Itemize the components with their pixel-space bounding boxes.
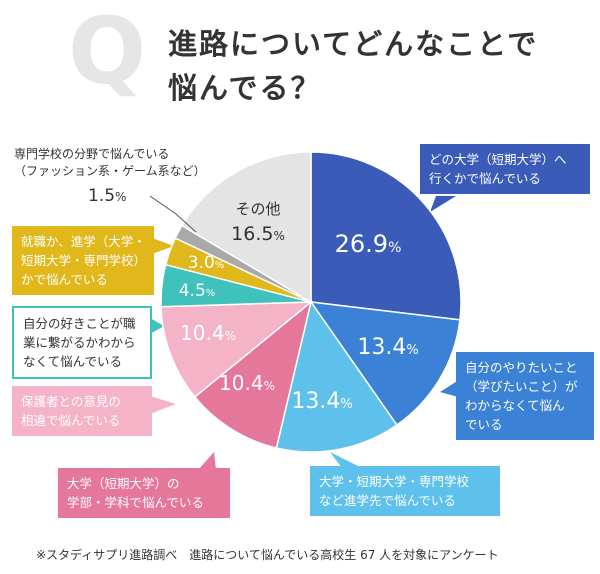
footnote: ※スタディサプリ進路調べ 進路について悩んでいる高校生 67 人を対象にアンケー… (36, 548, 499, 562)
value-label-4: 10.4% (180, 321, 236, 345)
callout-pointer-6 (152, 238, 174, 254)
callout-job-or-school: 就職か、進学（大学・ 短期大学・専門学校） かで悩んでいる (12, 226, 154, 295)
pie-slice-0 (310, 151, 462, 321)
callout-what-to-learn: 自分のやりたいこと （学びたいこと）が わからなくて悩ん でいる (456, 352, 594, 440)
callout-pointer-5 (150, 318, 164, 334)
value-label-6: 3.0% (188, 253, 225, 273)
callout-hobby-career: 自分の好きことが職 業に繋がるかわから なくて悩んでいる (12, 306, 152, 379)
value-label-3: 10.4% (219, 371, 275, 395)
callout-pointer-2 (330, 452, 362, 468)
value-label-5: 4.5% (179, 281, 216, 301)
pie-slice-3 (193, 300, 313, 449)
value-label-8: 16.5% (231, 223, 285, 245)
callout-pointer-3 (198, 452, 216, 470)
pie-slice-4 (160, 301, 314, 398)
page-title: 進路についてどんなことで 悩んでる？ (168, 22, 538, 110)
q-letter: Q (68, 0, 147, 105)
callout-parents: 保護者との意見の 相違で悩んでいる (12, 386, 152, 436)
callout-pointer-4 (150, 396, 176, 414)
value-label-2: 13.4% (291, 389, 352, 414)
pie-slice-2 (275, 300, 398, 453)
callout-pointer-0 (430, 196, 456, 212)
pie-slice-8 (180, 151, 312, 304)
value-label-1: 13.4% (357, 335, 418, 360)
callout-which-university: どの大学（短期大学）へ 行くかで悩んでいる (420, 144, 590, 194)
callout-vocational-field: 専門学校の分野で悩んでいる （ファッション系・ゲーム系など） (14, 147, 206, 178)
callout-destination: 大学・短期大学・専門学校 など進学先で悩んでいる (310, 466, 500, 516)
callout-faculty: 大学（短期大学）の 学部・学科で悩んでいる (58, 468, 230, 518)
value-label-vocational-field: 1.5% (88, 186, 127, 206)
leader-line-vocational-field (149, 195, 197, 233)
title-line-1: 進路についてどんなことで (168, 27, 539, 61)
pie-slice-1 (309, 301, 461, 427)
title-line-2: 悩んでる？ (168, 71, 322, 105)
value-label-0: 26.9% (335, 230, 402, 258)
category-label-other: その他 (235, 200, 280, 218)
